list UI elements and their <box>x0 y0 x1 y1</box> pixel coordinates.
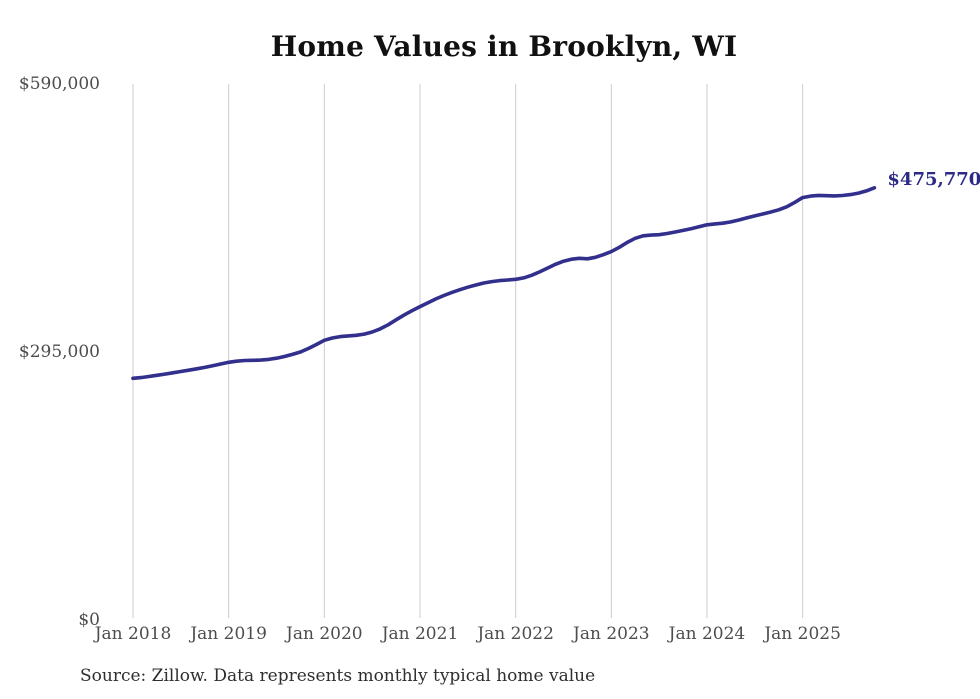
x-tick-label: Jan 2025 <box>764 624 841 644</box>
x-tick-label: Jan 2021 <box>381 624 459 644</box>
x-tick-label: Jan 2019 <box>190 624 267 644</box>
chart-title: Home Values in Brooklyn, WI <box>270 30 738 63</box>
gridlines <box>132 84 804 618</box>
y-tick-label: $0 <box>78 610 100 630</box>
x-tick-label: Jan 2018 <box>94 624 172 644</box>
source-note: Source: Zillow. Data represents monthly … <box>80 666 596 686</box>
x-tick-label: Jan 2022 <box>477 624 554 644</box>
series-end-value-label: $475,770 <box>887 168 980 190</box>
series-line <box>131 186 877 381</box>
y-tick-label: $295,000 <box>18 342 100 362</box>
x-tick-label: Jan 2024 <box>668 624 746 644</box>
x-tick-label: Jan 2023 <box>573 624 650 644</box>
y-tick-label: $590,000 <box>18 74 100 94</box>
x-tick-label: Jan 2020 <box>286 624 363 644</box>
